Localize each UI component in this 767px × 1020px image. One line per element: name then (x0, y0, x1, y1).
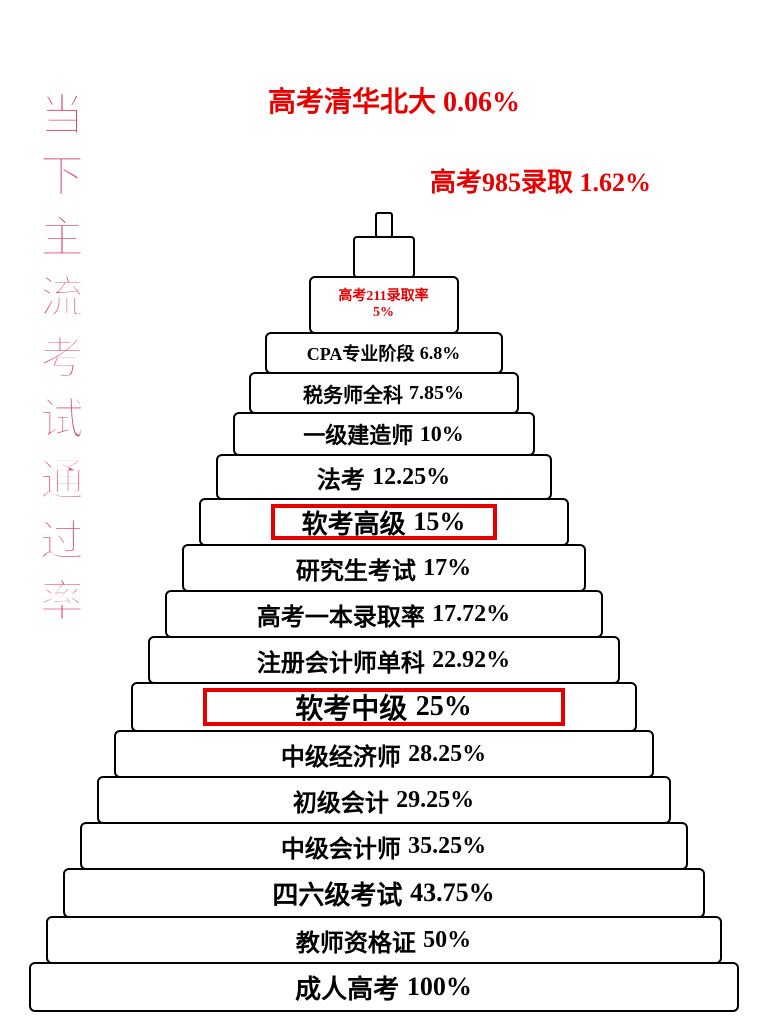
layer-label: 法考 (317, 460, 365, 495)
pyramid-layer: 四六级考试 43.75% (63, 868, 705, 918)
layer-percent: 10% (420, 421, 464, 447)
layer-label: CPA专业阶段 (307, 340, 415, 366)
pyramid-layer: 高考一本录取率 17.72% (165, 590, 603, 638)
layer-percent: 5% (373, 305, 394, 321)
layer-label: 中级经济师 (281, 737, 401, 772)
pyramid-cap-top (375, 212, 393, 238)
layer-label: 税务师全科 (303, 379, 403, 408)
pyramid-layer: 软考高级15% (199, 498, 569, 546)
layer-label: 软考中级 (295, 687, 407, 727)
layer-percent: 17% (423, 555, 471, 582)
layer-label: 研究生考试 (296, 551, 416, 586)
layer-label: 四六级考试 (272, 875, 402, 912)
pyramid-layer: 注册会计师单科 22.92% (148, 636, 620, 684)
pyramid-layer: 教师资格证 50% (46, 916, 722, 964)
layer-percent: 50% (423, 927, 471, 954)
side-title-char: 下 (40, 151, 84, 204)
layer-label: 软考高级 (302, 504, 406, 541)
layer-percent: 7.85% (409, 382, 464, 405)
layer-percent: 22.92% (432, 647, 510, 674)
layer-label: 注册会计师单科 (257, 643, 425, 678)
pyramid-layer: 税务师全科 7.85% (249, 372, 519, 414)
layer-percent: 35.25% (408, 833, 486, 860)
layer-label: 成人高考 (295, 969, 399, 1006)
layer-label: 初级会计 (293, 783, 389, 818)
pyramid: 高考211录取率5%CPA专业阶段6.8%税务师全科7.85%一级建造师10%法… (29, 212, 739, 1010)
layer-label: 高考一本录取率 (257, 597, 425, 632)
pyramid-cap (353, 236, 415, 278)
top-label: 高考985录取 1.62% (430, 162, 651, 199)
layer-label: 中级会计师 (281, 829, 401, 864)
pyramid-layer: 中级经济师 28.25% (114, 730, 654, 778)
layer-percent: 12.25% (372, 464, 450, 491)
layer-percent: 100% (407, 972, 472, 1002)
pyramid-layer: 法考 12.25% (216, 454, 552, 500)
pyramid-layer: 研究生考试 17% (182, 544, 586, 592)
layer-percent: 15% (413, 507, 465, 537)
pyramid-layers: 高考211录取率5%CPA专业阶段6.8%税务师全科7.85%一级建造师10%法… (29, 276, 739, 1010)
layer-label: 一级建造师 (303, 418, 413, 450)
layer-percent: 17.72% (432, 601, 510, 628)
pyramid-layer: 高考211录取率5% (309, 276, 459, 334)
layer-label: 高考211录取率 (338, 289, 428, 305)
layer-percent: 29.25% (396, 787, 474, 814)
layer-percent: 6.8% (420, 343, 461, 364)
pyramid-layer: 中级会计师 35.25% (80, 822, 688, 870)
pyramid-layer: 初级会计 29.25% (97, 776, 671, 824)
layer-label: 教师资格证 (296, 923, 416, 958)
layer-percent: 25% (416, 691, 472, 723)
pyramid-layer: 成人高考 100% (29, 962, 739, 1012)
pyramid-layer: 软考中级 25% (131, 682, 637, 732)
layer-percent: 28.25% (408, 741, 486, 768)
layer-percent: 43.75% (410, 878, 495, 908)
pyramid-layer: CPA专业阶段6.8% (265, 332, 503, 374)
pyramid-layer: 一级建造师 10% (233, 412, 535, 456)
top-label: 高考清华北大 0.06% (268, 80, 520, 120)
side-title-char: 当 (40, 90, 84, 143)
